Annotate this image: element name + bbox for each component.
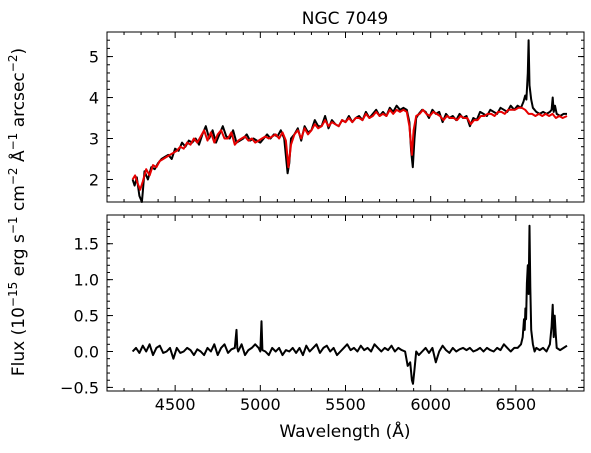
y-tick-label: 3 <box>89 130 99 149</box>
y-tick-label: 2 <box>89 170 99 189</box>
y-tick-label: −0.5 <box>60 378 99 397</box>
bottom-panel-marks <box>131 224 568 385</box>
y-axis-label: Flux (10−15 erg s−1 cm−2 Å−1 arcsec−2) <box>6 48 29 376</box>
bottom-panel: −0.5 0.0 0.5 1.0 1.5 <box>60 214 585 397</box>
residual-spectrum-line <box>131 224 568 385</box>
x-axis-tick-labels: 4500 5000 5500 6000 6500 <box>155 395 536 414</box>
top-panel-frame <box>106 31 585 203</box>
y-tick-label: 5 <box>89 48 99 67</box>
x-tick-label: 5500 <box>325 395 366 414</box>
bottom-panel-frame <box>106 214 585 392</box>
y-tick-label: 0.5 <box>74 307 99 326</box>
model-spectrum-line <box>131 106 568 191</box>
x-tick-label: 6000 <box>410 395 451 414</box>
y-tick-label: 0.0 <box>74 342 99 361</box>
y-tick-label: 4 <box>89 89 99 108</box>
x-axis-label: Wavelength (Å) <box>279 420 410 442</box>
top-panel: 2 3 4 5 <box>89 31 585 203</box>
x-tick-label: 6500 <box>495 395 536 414</box>
y-tick-label: 1.5 <box>74 235 99 254</box>
chart-title: NGC 7049 <box>302 9 388 29</box>
top-panel-ticks: 2 3 4 5 <box>89 32 584 202</box>
y-tick-label: 1.0 <box>74 271 99 290</box>
bottom-panel-ticks: −0.5 0.0 0.5 1.0 1.5 <box>60 215 584 397</box>
x-tick-label: 4500 <box>155 395 196 414</box>
observed-spectrum-line <box>131 39 567 203</box>
x-tick-label: 5000 <box>240 395 281 414</box>
top-panel-marks <box>131 39 568 203</box>
